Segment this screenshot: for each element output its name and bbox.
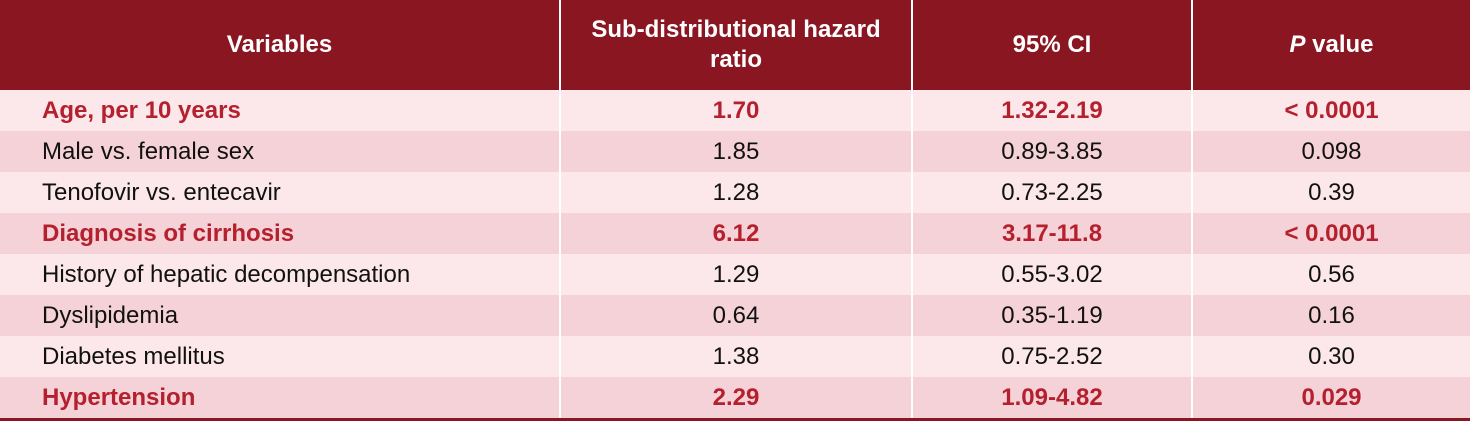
table-body: Age, per 10 years 1.70 1.32-2.19 < 0.0001 Ma… bbox=[0, 90, 1470, 420]
value-cell: 0.56 bbox=[1191, 254, 1470, 295]
table-row: Age, per 10 years 1.70 1.32-2.19 < 0.0001 bbox=[0, 90, 1470, 131]
value-cell: 3.17-11.8 bbox=[911, 213, 1192, 254]
table-row: Tenofovir vs. entecavir 1.28 0.73-2.25 0.39 bbox=[0, 172, 1470, 213]
table-row: History of hepatic decompensation 1.29 0.5… bbox=[0, 254, 1470, 295]
value-cell: 1.85 bbox=[559, 131, 912, 172]
variable-cell: Hypertension bbox=[0, 377, 560, 420]
table-header: Variables Sub-distributional hazard ratio… bbox=[0, 0, 1470, 90]
value-cell: 0.098 bbox=[1191, 131, 1470, 172]
header-italic: P bbox=[1289, 31, 1306, 58]
value-cell: 1.09-4.82 bbox=[911, 377, 1192, 420]
table-row: Diagnosis of cirrhosis 6.12 3.17-11.8 < 0.0… bbox=[0, 213, 1470, 254]
variable-cell: History of hepatic decompensation bbox=[0, 254, 560, 295]
value-cell: < 0.0001 bbox=[1191, 213, 1470, 254]
table-row: Dyslipidemia 0.64 0.35-1.19 0.16 bbox=[0, 295, 1470, 336]
value-cell: 0.75-2.52 bbox=[911, 336, 1192, 377]
value-cell: < 0.0001 bbox=[1191, 90, 1470, 131]
variable-cell: Male vs. female sex bbox=[0, 131, 560, 172]
value-cell: 0.35-1.19 bbox=[911, 295, 1192, 336]
variable-cell: Tenofovir vs. entecavir bbox=[0, 172, 560, 213]
value-cell: 1.28 bbox=[559, 172, 912, 213]
value-cell: 1.70 bbox=[559, 90, 912, 131]
value-cell: 0.89-3.85 bbox=[911, 131, 1192, 172]
value-cell: 1.29 bbox=[559, 254, 912, 295]
variable-cell: Diabetes mellitus bbox=[0, 336, 560, 377]
column-header: 95% CI bbox=[911, 0, 1192, 90]
value-cell: 0.39 bbox=[1191, 172, 1470, 213]
value-cell: 1.32-2.19 bbox=[911, 90, 1192, 131]
value-cell: 0.73-2.25 bbox=[911, 172, 1192, 213]
value-cell: 0.029 bbox=[1191, 377, 1470, 420]
value-cell: 0.30 bbox=[1191, 336, 1470, 377]
table-row: Male vs. female sex 1.85 0.89-3.85 0.098 bbox=[0, 131, 1470, 172]
header-text: value bbox=[1312, 31, 1374, 58]
value-cell: 0.64 bbox=[559, 295, 912, 336]
variable-cell: Diagnosis of cirrhosis bbox=[0, 213, 560, 254]
table-row: Hypertension 2.29 1.09-4.82 0.029 bbox=[0, 377, 1470, 420]
column-header: Variables bbox=[0, 0, 560, 90]
table-row: Diabetes mellitus 1.38 0.75-2.52 0.30 bbox=[0, 336, 1470, 377]
value-cell: 0.16 bbox=[1191, 295, 1470, 336]
column-header: P value bbox=[1191, 0, 1470, 90]
variable-cell: Dyslipidemia bbox=[0, 295, 560, 336]
value-cell: 1.38 bbox=[559, 336, 912, 377]
column-header: Sub-distributional hazard ratio bbox=[559, 0, 912, 90]
variable-cell: Age, per 10 years bbox=[0, 90, 560, 131]
value-cell: 2.29 bbox=[559, 377, 912, 420]
value-cell: 6.12 bbox=[559, 213, 912, 254]
value-cell: 0.55-3.02 bbox=[911, 254, 1192, 295]
header-row: Variables Sub-distributional hazard ratio… bbox=[0, 0, 1470, 90]
